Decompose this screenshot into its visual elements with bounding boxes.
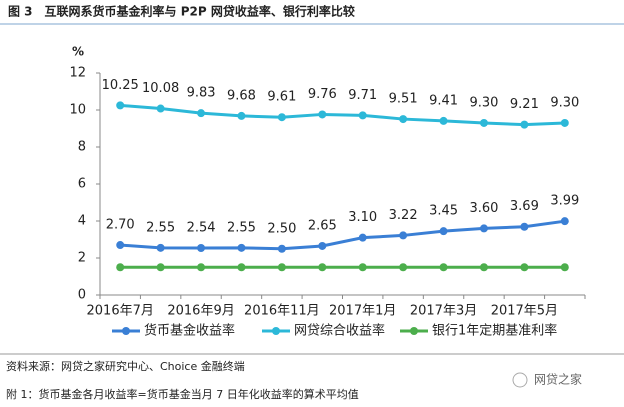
data-label: 9.51 bbox=[389, 92, 418, 107]
point bbox=[479, 263, 488, 272]
data-label: 3.45 bbox=[429, 204, 458, 219]
point bbox=[439, 116, 448, 125]
point bbox=[520, 263, 529, 272]
watermark: 网贷之家 bbox=[534, 372, 582, 387]
x-tick-label: 2017年1月 bbox=[329, 304, 396, 319]
data-label: 3.10 bbox=[348, 210, 377, 225]
point bbox=[237, 243, 246, 252]
data-label: 9.61 bbox=[267, 90, 296, 105]
y-tick-label: 10 bbox=[69, 103, 86, 118]
point bbox=[399, 263, 408, 272]
point bbox=[156, 263, 165, 272]
point bbox=[277, 263, 286, 272]
point bbox=[237, 111, 246, 120]
data-label: 9.30 bbox=[469, 95, 498, 110]
point bbox=[358, 111, 367, 120]
point bbox=[277, 244, 286, 253]
point bbox=[439, 227, 448, 236]
y-tick-label: 8 bbox=[78, 140, 86, 155]
point bbox=[318, 241, 327, 250]
legend-label: 银行1年定期基准利率 bbox=[432, 323, 557, 339]
point bbox=[318, 110, 327, 119]
data-label: 9.30 bbox=[550, 95, 579, 110]
legend-label: 网贷综合收益率 bbox=[294, 323, 385, 339]
data-label: 9.21 bbox=[510, 97, 539, 112]
y-tick-label: 12 bbox=[69, 66, 86, 81]
point bbox=[399, 231, 408, 240]
y-tick-label: 2 bbox=[78, 251, 86, 266]
point bbox=[358, 263, 367, 272]
point bbox=[318, 263, 327, 272]
data-label: 3.99 bbox=[550, 194, 579, 209]
point bbox=[520, 120, 529, 129]
point bbox=[277, 113, 286, 122]
point bbox=[358, 233, 367, 242]
data-label: 9.71 bbox=[348, 88, 377, 103]
x-tick-label: 2016年7月 bbox=[87, 304, 154, 319]
data-label: 2.70 bbox=[106, 218, 135, 233]
data-label: 9.76 bbox=[308, 87, 337, 102]
data-label: 2.54 bbox=[187, 221, 216, 236]
note: 附 1：货币基金各月收益率=货币基金当月 7 日年化收益率的算术平均值 bbox=[6, 387, 359, 401]
chart-title: 图 3 互联网系货币基金利率与 P2P 网贷收益率、银行利率比较 bbox=[8, 4, 355, 19]
point bbox=[520, 222, 529, 231]
point bbox=[439, 263, 448, 272]
data-label: 2.55 bbox=[146, 220, 175, 235]
y-tick-label: 4 bbox=[78, 214, 86, 229]
point bbox=[116, 263, 125, 272]
data-label: 3.69 bbox=[510, 199, 539, 214]
data-label: 2.65 bbox=[308, 218, 337, 233]
point bbox=[399, 115, 408, 124]
data-label: 10.25 bbox=[102, 78, 139, 93]
legend-label: 货币基金收益率 bbox=[144, 323, 235, 339]
point bbox=[197, 244, 206, 253]
point bbox=[156, 243, 165, 252]
series-line bbox=[120, 219, 565, 251]
point bbox=[560, 118, 569, 127]
point bbox=[237, 263, 246, 272]
watermark-icon bbox=[512, 372, 528, 388]
point bbox=[116, 241, 125, 250]
point bbox=[197, 109, 206, 118]
data-label: 9.41 bbox=[429, 93, 458, 108]
y-tick-label: 6 bbox=[78, 177, 86, 192]
point bbox=[479, 224, 488, 233]
data-label: 3.22 bbox=[389, 208, 418, 223]
point bbox=[197, 263, 206, 272]
legend-marker bbox=[272, 327, 280, 335]
data-label: 2.55 bbox=[227, 220, 256, 235]
legend-marker bbox=[122, 327, 130, 335]
point bbox=[116, 101, 125, 110]
legend-marker bbox=[410, 327, 418, 335]
data-label: 2.50 bbox=[267, 221, 296, 236]
series-line bbox=[120, 103, 565, 127]
data-label: 10.08 bbox=[142, 81, 179, 96]
x-tick-label: 2016年11月 bbox=[244, 304, 320, 319]
data-label: 9.83 bbox=[187, 86, 216, 101]
y-tick-label: 0 bbox=[78, 288, 86, 303]
x-tick-label: 2016年9月 bbox=[167, 304, 234, 319]
x-tick-label: 2017年3月 bbox=[410, 304, 477, 319]
point bbox=[156, 104, 165, 113]
point bbox=[479, 118, 488, 127]
source: 资料来源：网贷之家研究中心、Choice 金融终端 bbox=[6, 359, 245, 373]
data-label: 3.60 bbox=[469, 201, 498, 216]
x-tick-label: 2017年5月 bbox=[491, 304, 558, 319]
data-label: 9.68 bbox=[227, 88, 256, 103]
y-axis-label: % bbox=[72, 45, 84, 59]
point bbox=[560, 217, 569, 226]
point bbox=[560, 263, 569, 272]
